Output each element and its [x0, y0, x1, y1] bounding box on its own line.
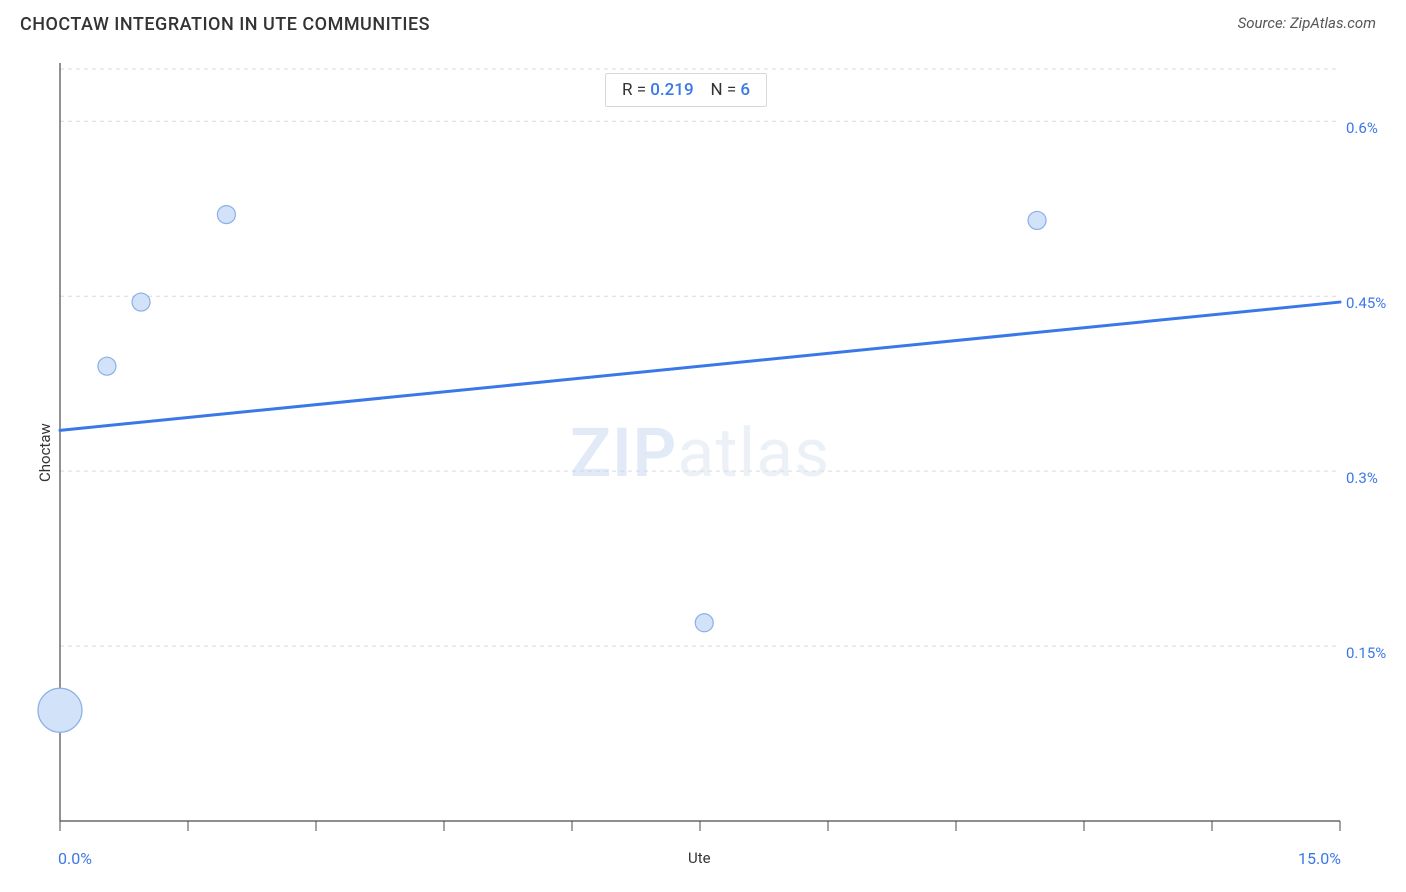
chart-area: ZIPatlas R = 0.219 N = 6 Choctaw Ute 0.0… [20, 41, 1386, 851]
r-value: 0.219 [650, 80, 693, 100]
x-min-label: 0.0% [58, 849, 92, 868]
x-max-label: 15.0% [1298, 849, 1341, 868]
stats-box: R = 0.219 N = 6 [605, 73, 767, 107]
n-label: N = [711, 80, 741, 100]
x-axis-label: Ute [688, 849, 711, 867]
chart-title: CHOCTAW INTEGRATION IN UTE COMMUNITIES [20, 14, 430, 35]
y-tick-label: 0.15% [1346, 644, 1386, 662]
y-tick-label: 0.3% [1346, 469, 1378, 487]
y-axis-label: Choctaw [36, 423, 54, 482]
r-label: R = [622, 80, 650, 100]
y-tick-label: 0.45% [1346, 294, 1386, 312]
scatter-chart [20, 41, 1386, 851]
n-value: 6 [740, 80, 750, 100]
source-label: Source: ZipAtlas.com [1238, 14, 1376, 32]
y-tick-label: 0.6% [1346, 119, 1378, 137]
